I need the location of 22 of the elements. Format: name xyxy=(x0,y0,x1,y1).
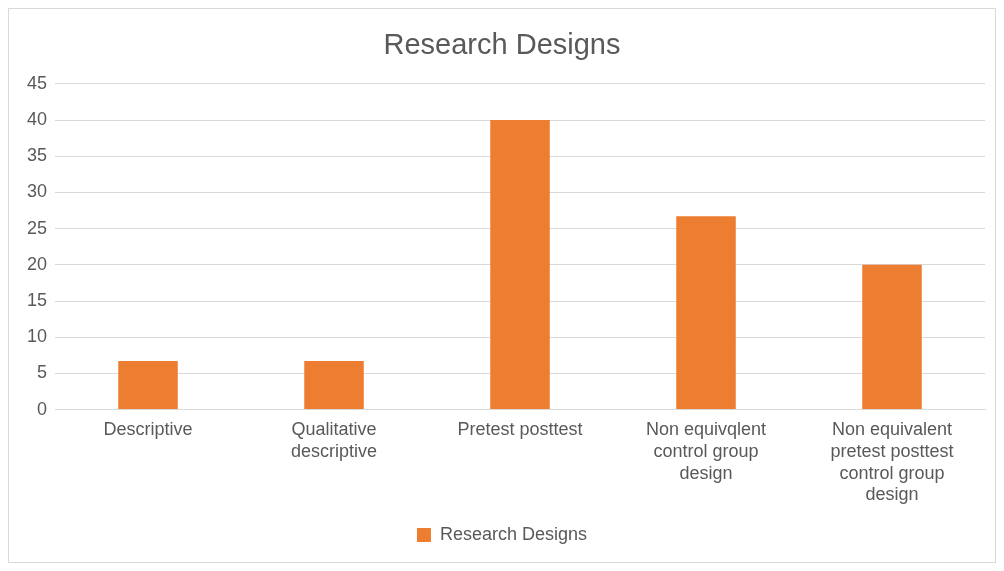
y-tick-label: 0 xyxy=(37,398,48,419)
y-tick-label: 15 xyxy=(26,289,48,310)
y-tick-label: 30 xyxy=(26,181,48,202)
x-tick-label: Non equivalent pretest posttest control group design xyxy=(830,419,954,505)
y-tick-label: 5 xyxy=(37,362,48,383)
x-tick-label: Pretest posttest xyxy=(457,419,583,440)
y-tick-label: 35 xyxy=(26,145,48,166)
legend-label: Research Designs xyxy=(439,523,588,544)
x-tick-label: Descriptive xyxy=(103,419,193,440)
bar xyxy=(676,216,736,410)
bar xyxy=(862,264,922,410)
bar xyxy=(118,361,178,410)
y-tick-label: 45 xyxy=(26,72,48,93)
y-tick-label: 10 xyxy=(26,326,48,347)
y-tick-label: 20 xyxy=(26,253,48,274)
bar xyxy=(304,361,364,410)
chart-title: Research Designs xyxy=(383,28,621,61)
y-tick-label: 40 xyxy=(26,108,48,129)
bar xyxy=(490,120,550,410)
x-tick-label: Qualitative descriptive xyxy=(290,419,378,461)
y-tick-label: 25 xyxy=(26,217,48,238)
x-tick-label: Non equivqlent control group design xyxy=(645,419,767,483)
